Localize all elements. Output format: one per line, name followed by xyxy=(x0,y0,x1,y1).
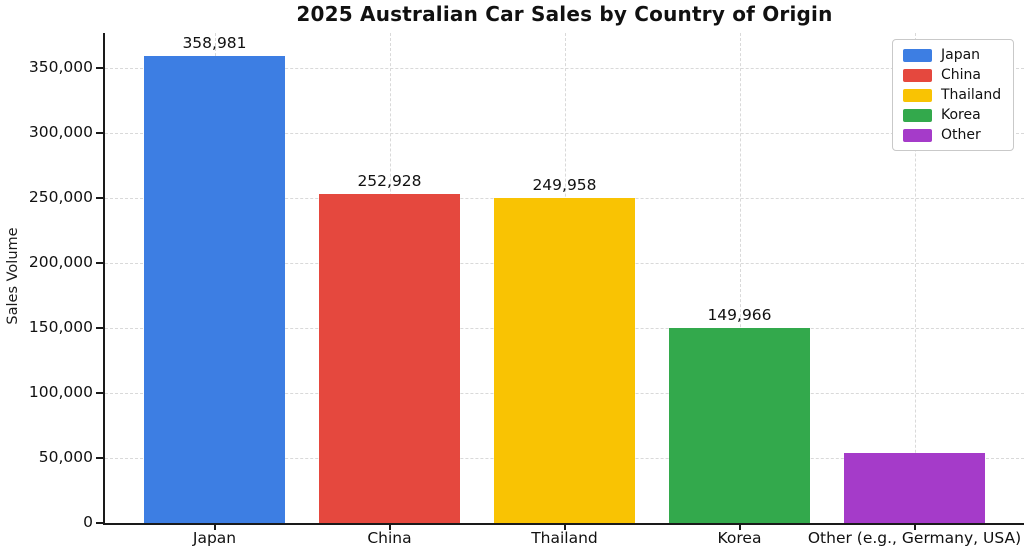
legend-swatch-other xyxy=(903,128,932,142)
x-tick-label: Other (e.g., Germany, USA) xyxy=(807,529,1022,547)
x-tick-label: Korea xyxy=(717,529,762,547)
y-tick-label: 250,000 xyxy=(28,188,93,206)
legend-swatch-china xyxy=(903,68,932,82)
v-gridline xyxy=(914,33,916,523)
legend-item: Other xyxy=(903,127,1001,143)
y-axis-label: Sales Volume xyxy=(5,227,21,325)
legend-label: Thailand xyxy=(941,87,1002,103)
y-tick-mark xyxy=(96,392,103,394)
v-gridline xyxy=(739,33,741,523)
x-tick-mark xyxy=(213,525,216,530)
legend-label: China xyxy=(941,67,981,83)
legend-swatch-japan xyxy=(903,48,932,62)
y-tick-mark xyxy=(96,262,103,264)
bar-value-label: 249,958 xyxy=(532,176,597,194)
legend: Japan China Thailand Korea Other xyxy=(892,39,1015,151)
legend-label: Korea xyxy=(941,107,981,123)
bar-other xyxy=(844,453,985,523)
plot-area: 358,981 252,928 249,958 149,966 xyxy=(105,33,1024,523)
legend-item: Japan xyxy=(903,47,1001,63)
y-tick-label: 300,000 xyxy=(28,123,93,141)
bar-value-label: 252,928 xyxy=(357,172,422,190)
x-tick-mark xyxy=(388,525,391,530)
legend-swatch-thailand xyxy=(903,88,932,102)
legend-item: Korea xyxy=(903,107,1001,123)
bar-value-label: 358,981 xyxy=(182,34,247,52)
legend-swatch-korea xyxy=(903,108,932,122)
y-tick-label: 350,000 xyxy=(28,58,93,76)
x-tick-label: Japan xyxy=(192,529,237,547)
y-tick-label: 0 xyxy=(83,513,93,531)
legend-label: Other xyxy=(941,127,981,143)
x-tick-mark xyxy=(913,525,916,530)
y-tick-mark xyxy=(96,67,103,69)
bar-value-label: 149,966 xyxy=(707,306,772,324)
legend-item: Thailand xyxy=(903,87,1001,103)
y-tick-mark xyxy=(96,457,103,459)
y-tick-label: 150,000 xyxy=(28,318,93,336)
x-tick-label: China xyxy=(367,529,412,547)
y-tick-mark xyxy=(96,132,103,134)
legend-item: China xyxy=(903,67,1001,83)
bar-korea xyxy=(669,328,810,523)
y-tick-mark xyxy=(96,522,103,524)
y-tick-label: 100,000 xyxy=(28,383,93,401)
y-tick-mark xyxy=(96,327,103,329)
y-axis-line xyxy=(103,33,105,525)
bar-japan xyxy=(144,56,285,523)
legend-label: Japan xyxy=(941,47,981,63)
x-axis-line xyxy=(103,523,1024,525)
chart-title: 2025 Australian Car Sales by Country of … xyxy=(296,2,833,26)
x-tick-mark xyxy=(563,525,566,530)
x-tick-label: Thailand xyxy=(531,529,598,547)
y-tick-mark xyxy=(96,197,103,199)
bar-china xyxy=(319,194,460,523)
x-tick-mark xyxy=(738,525,741,530)
y-tick-label: 50,000 xyxy=(38,448,93,466)
bar-thailand xyxy=(494,198,635,523)
y-tick-label: 200,000 xyxy=(28,253,93,271)
